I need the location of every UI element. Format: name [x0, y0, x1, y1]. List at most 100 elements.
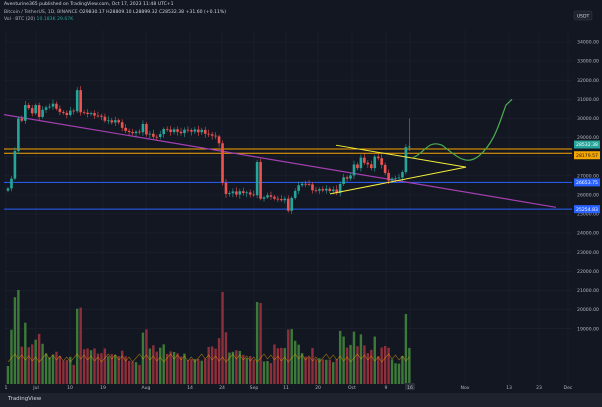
volume-bar: [44, 353, 48, 384]
candle-body: [235, 191, 238, 195]
trendline[interactable]: [3, 114, 557, 208]
volume-bar: [82, 349, 86, 384]
price-axis[interactable]: 34000.00 33000.00 32000.00 31000.00 30000.00…: [573, 10, 602, 393]
volume-bar: [159, 347, 162, 384]
volume-bar: [190, 359, 193, 384]
volume-bar: [300, 353, 304, 384]
candle-body: [75, 90, 79, 112]
time-axis[interactable]: 1 Jul 10 19 Aug 14 24 Sep 11 20 Oct 9 16 Nov 13 23 Dec: [5, 383, 573, 391]
candle-body: [138, 131, 141, 133]
price-label-blue: [574, 178, 600, 187]
volume-bar: [262, 361, 266, 384]
candle-body: [224, 182, 228, 194]
volume-bar: [238, 350, 242, 384]
price-tick-label: 23000.00: [577, 250, 599, 256]
price-tick-label: 26000.00: [577, 192, 599, 198]
time-tick-label: Oct: [348, 385, 356, 391]
price-tick-label: 24000.00: [577, 231, 599, 237]
candle-body: [283, 198, 287, 201]
volume-bar: [387, 347, 390, 384]
volume-bar: [120, 350, 124, 384]
price-tick-label: 34000.00: [577, 40, 599, 46]
candle-body: [318, 189, 321, 191]
candle-body: [248, 192, 252, 195]
time-tick-label: 11: [283, 385, 289, 391]
volume-bar: [204, 358, 207, 384]
volume-bar: [304, 356, 307, 384]
volume-bar: [297, 344, 300, 384]
time-tick-label: 9: [385, 385, 388, 391]
volume-bar: [259, 303, 262, 384]
candle-body: [259, 162, 262, 199]
candle-body: [158, 134, 162, 137]
candle-body: [48, 106, 51, 108]
volume-bar: [397, 363, 401, 384]
projection-curve[interactable]: [412, 98, 513, 161]
volume-bar: [307, 357, 311, 384]
triangle-pattern[interactable]: [329, 144, 467, 195]
volume-bar: [117, 356, 120, 384]
candle-body: [107, 120, 110, 122]
volume-bar: [269, 363, 273, 384]
time-tick-label: 19: [100, 385, 106, 391]
volume-bar: [193, 359, 197, 384]
volume-bar: [110, 354, 113, 384]
volume-bar: [287, 329, 290, 384]
candle-body: [359, 157, 363, 169]
volume-bar: [332, 362, 335, 384]
candle-body: [41, 109, 44, 117]
candle-body: [96, 115, 100, 117]
candle-body: [286, 198, 290, 211]
candle-body: [24, 105, 27, 121]
candle-body: [183, 129, 186, 134]
volume-bar: [131, 361, 134, 384]
candle-body: [331, 189, 335, 192]
candle-body: [190, 130, 193, 132]
candle-body: [165, 128, 169, 130]
volume-bar: [293, 340, 297, 384]
volume-bar: [200, 360, 203, 384]
volume-bar: [335, 359, 338, 384]
price-label-text: 25254.83: [576, 207, 598, 213]
descending-trendline[interactable]: [3, 114, 557, 208]
candle-body: [127, 130, 131, 133]
volume-bar: [249, 356, 252, 384]
candle-body: [17, 118, 20, 151]
currency-pill[interactable]: [573, 10, 593, 21]
volume-bar: [221, 292, 224, 384]
volume-bar: [10, 329, 13, 384]
candle-body: [68, 110, 72, 116]
candle-body: [172, 129, 176, 133]
candle-body: [280, 199, 283, 201]
price-tick-label: 19000.00: [577, 326, 599, 332]
volume-bar: [48, 357, 51, 384]
triangle-lines[interactable]: [329, 144, 467, 195]
volume-bar: [380, 347, 383, 384]
volume-bar: [373, 336, 376, 384]
volume-bar: [342, 336, 345, 384]
candle-body: [210, 134, 214, 136]
volume-bar: [318, 358, 321, 384]
volume-bar: [242, 354, 245, 384]
candle-body: [231, 191, 235, 194]
candle-body: [117, 120, 121, 123]
candle-body: [13, 150, 17, 179]
volume-bar: [321, 359, 325, 384]
volume-bar: [55, 351, 58, 384]
volume-bar: [276, 348, 280, 384]
candle-body: [245, 192, 249, 194]
candle-body: [86, 112, 89, 115]
volume-bar: [179, 356, 183, 384]
volume-bar: [20, 346, 24, 384]
candle-body: [252, 194, 255, 196]
volume-bar: [228, 352, 231, 384]
projection-path[interactable]: [412, 98, 513, 161]
candle-body: [241, 191, 245, 193]
symbol-label: Bitcoin / TetherUS, 1D, BINANCE: [4, 10, 78, 15]
time-tick-label: 24: [219, 385, 225, 391]
publish-line: Aventurine365 published on TradingView.c…: [4, 2, 174, 7]
price-label-text: 26653.75: [576, 180, 598, 186]
candle-body: [325, 188, 328, 191]
price-axis-bg: [574, 10, 602, 393]
